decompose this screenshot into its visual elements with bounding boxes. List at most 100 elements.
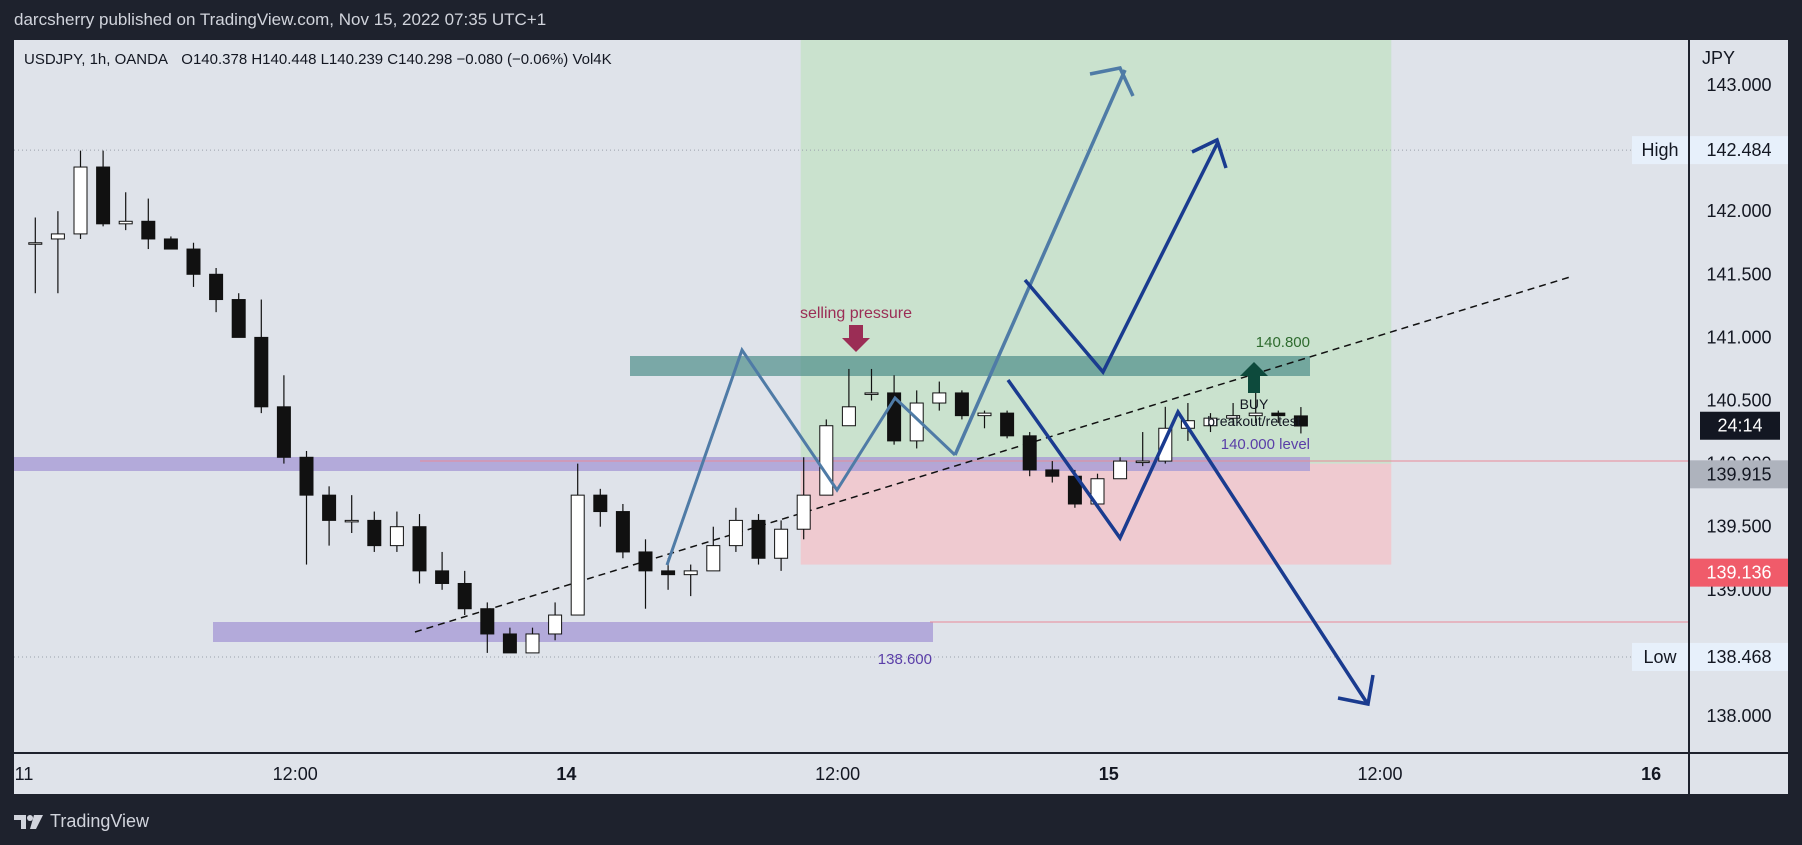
time-scale-background <box>14 754 1688 794</box>
tradingview-logo-icon <box>14 815 43 829</box>
candle-bull <box>864 392 879 395</box>
candle-bear <box>593 494 608 513</box>
ohlc-readout: O140.378 H140.448 L140.239 C140.298 −0.0… <box>181 51 611 68</box>
level-140000-label: 140.000 level <box>1221 436 1310 453</box>
candle-bear <box>435 570 450 584</box>
candle-bear <box>209 273 224 301</box>
high-price-label-tag-bg <box>1632 136 1688 165</box>
candle-bull <box>977 412 992 417</box>
candle-bull <box>73 166 88 235</box>
candle-bear <box>254 336 269 408</box>
countdown-bg <box>1700 411 1780 440</box>
candle-bear <box>163 238 178 250</box>
price-tick-label: 143.000 <box>1706 75 1771 95</box>
candle-bear <box>1022 435 1037 471</box>
candle-bull <box>50 233 65 240</box>
candle-bear <box>276 406 291 458</box>
published-line: darcsherry published on TradingView.com,… <box>14 10 547 29</box>
time-tick-label: 12:00 <box>1357 764 1402 784</box>
projection-arrows <box>665 66 1375 707</box>
symbol-title: USDJPY, 1h, OANDA <box>24 51 168 68</box>
candle-bear <box>502 633 517 654</box>
level-140800-label: 140.800 <box>1256 334 1310 351</box>
support-band-138600 <box>213 622 933 642</box>
high-price-label-bg <box>1690 136 1788 165</box>
low-price-label-bg <box>1690 642 1788 671</box>
candle-bear <box>186 248 201 275</box>
low-price-label-tag-bg <box>1632 642 1688 671</box>
candle-bull <box>344 519 359 523</box>
candle-bull <box>819 425 834 496</box>
candle-bear <box>141 220 156 240</box>
buy-up-arrow-icon <box>1240 362 1268 393</box>
price-tick-label: 139.500 <box>1706 517 1771 537</box>
high-price-label-tag: High <box>1641 140 1678 160</box>
tradingview-footer[interactable]: TradingView <box>14 806 149 836</box>
candle-bear <box>638 551 653 572</box>
candle-bear <box>367 519 382 547</box>
candle-bull <box>706 545 721 572</box>
candle-bull <box>389 526 404 547</box>
bullish-arrow-alt <box>953 69 1127 456</box>
candle-bear <box>615 511 630 553</box>
price-label-139915: 139.915 <box>1706 464 1771 484</box>
candle-bear <box>751 519 766 559</box>
candle-bull <box>909 402 924 442</box>
bullish-arrowhead-main <box>1191 137 1228 169</box>
bearish-arrow <box>1006 378 1369 704</box>
trendline <box>414 276 1571 633</box>
candle-bear <box>457 582 472 610</box>
guide-lines <box>14 149 1688 658</box>
selling-pressure-label: selling pressure <box>800 305 912 322</box>
candle-bull <box>525 633 540 654</box>
candlesticks <box>28 150 1308 654</box>
candle-bear <box>322 494 337 521</box>
level-bands <box>14 356 1310 642</box>
low-price-label: 138.468 <box>1706 647 1771 667</box>
price-label-139915-bg <box>1690 460 1788 489</box>
down-arrow-icon <box>842 325 870 352</box>
candle-bear <box>96 166 111 225</box>
price-label-139136-bg <box>1690 558 1788 587</box>
price-tick-label: 141.000 <box>1706 327 1771 347</box>
resistance-band <box>630 356 1310 376</box>
candle-bull <box>548 614 563 635</box>
candle-bull <box>118 220 133 225</box>
candle-bear <box>231 299 246 338</box>
price-axis[interactable]: 143.000142.000141.500141.000140.500140.0… <box>1632 75 1788 726</box>
price-tick-label: 140.500 <box>1706 391 1771 411</box>
candle-bull <box>728 519 743 547</box>
time-tick-label: 14 <box>556 764 576 784</box>
high-price-label: 142.484 <box>1706 140 1771 160</box>
tradingview-brand: TradingView <box>50 810 150 831</box>
candle-bear <box>1271 412 1286 417</box>
candle-bull <box>28 242 43 245</box>
candle-bull <box>683 570 698 576</box>
candle-bull <box>1248 412 1263 417</box>
candle-bear <box>412 526 427 572</box>
candle-bear <box>954 392 969 417</box>
candle-bull <box>1203 417 1218 427</box>
candle-bear <box>1293 415 1308 427</box>
candle-bull <box>932 392 947 404</box>
candle-bear <box>1045 469 1060 477</box>
price-tick-label: 142.000 <box>1706 201 1771 221</box>
candle-bull <box>1113 460 1128 480</box>
publish-header: darcsherry published on TradingView.com,… <box>0 0 1802 40</box>
bearish-arrowhead <box>1337 674 1375 707</box>
time-tick-label: 15 <box>1099 764 1119 784</box>
price-tick-label: 138.000 <box>1706 706 1771 726</box>
candle-bull <box>570 494 585 616</box>
corner-background <box>1690 754 1788 794</box>
zigzag-path <box>665 346 957 566</box>
bullish-arrow-main <box>1023 141 1220 376</box>
candle-bear <box>480 608 495 635</box>
level-138600-label: 138.600 <box>878 651 932 668</box>
candle-bear <box>299 456 314 496</box>
breakout-retest-label: breakout/retest <box>1207 413 1300 429</box>
time-tick-label: 12:00 <box>273 764 318 784</box>
bullish-arrowhead-alt <box>1089 66 1135 97</box>
